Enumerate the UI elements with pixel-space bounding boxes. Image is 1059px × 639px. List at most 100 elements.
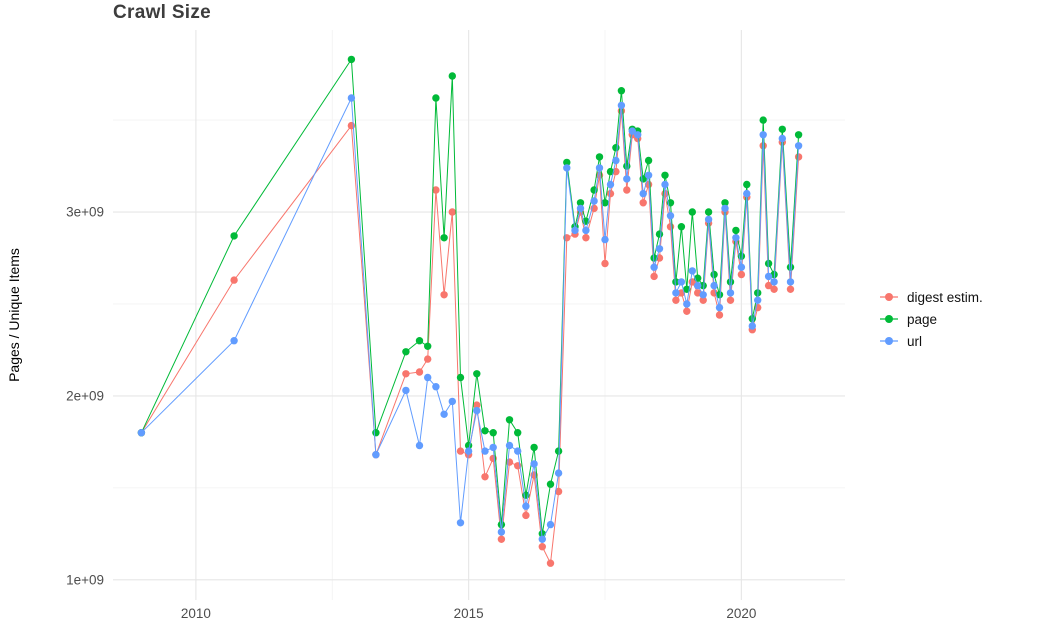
data-point-url — [699, 291, 707, 299]
data-point-digest — [481, 473, 489, 481]
data-point-page — [661, 171, 669, 179]
data-point-digest — [666, 223, 675, 231]
data-point-page — [606, 167, 615, 176]
data-point-digest — [672, 296, 680, 304]
data-point-page — [489, 429, 497, 437]
data-point-page — [617, 87, 626, 95]
data-point-page — [473, 370, 481, 378]
data-point-page — [497, 520, 506, 529]
series-line-digest — [140, 110, 800, 565]
data-point-url — [743, 189, 751, 198]
data-point-page — [372, 429, 380, 437]
data-point-digest — [715, 311, 724, 319]
legend-marker-page-icon — [880, 315, 898, 323]
data-point-url — [576, 204, 585, 213]
data-point-digest — [726, 296, 735, 304]
data-point-page — [655, 230, 664, 238]
y-tick-label: 3e+09 — [66, 205, 104, 220]
data-point-url — [554, 469, 563, 477]
chart-title: Crawl Size — [113, 2, 212, 23]
data-point-url — [786, 278, 795, 286]
data-point-page — [230, 232, 238, 240]
data-point-digest — [347, 121, 356, 130]
data-point-url — [770, 278, 778, 286]
data-point-digest — [415, 368, 424, 376]
data-point-url — [715, 303, 724, 312]
data-point-url — [522, 502, 530, 510]
data-point-page — [623, 162, 631, 170]
data-point-page — [576, 199, 585, 207]
legend-label-page: page — [907, 311, 938, 327]
data-point-digest — [522, 511, 530, 520]
data-point-url — [655, 245, 664, 253]
data-point-url — [764, 272, 773, 281]
data-point-page — [688, 208, 696, 216]
data-point-digest — [699, 296, 707, 304]
data-point-page — [794, 131, 803, 139]
data-point-digest — [650, 272, 658, 281]
data-point-page — [721, 199, 729, 207]
data-point-page — [402, 348, 410, 356]
series-line-url — [141, 96, 800, 541]
legend-item-url: url — [878, 333, 983, 349]
data-point-page — [530, 443, 538, 452]
data-point-url — [688, 267, 696, 275]
data-point-url — [530, 460, 538, 468]
data-point-url — [473, 406, 481, 415]
data-point-page — [677, 223, 686, 231]
data-point-page — [440, 234, 448, 242]
data-point-url — [639, 189, 647, 198]
y-tick-label: 2e+09 — [66, 388, 104, 403]
data-point-page — [415, 337, 424, 345]
data-point-url — [601, 235, 609, 244]
data-point-url — [464, 447, 473, 455]
legend-key-point-url — [885, 337, 893, 345]
data-point-url — [650, 263, 658, 271]
data-point-digest — [601, 259, 609, 268]
data-point-url — [489, 443, 497, 452]
data-point-page — [514, 429, 522, 437]
data-point-page — [612, 144, 620, 152]
data-point-digest — [473, 401, 481, 409]
data-point-url — [732, 234, 740, 242]
data-point-url — [612, 156, 620, 165]
data-point-url — [628, 127, 636, 135]
data-point-url — [634, 131, 642, 139]
data-point-digest — [440, 291, 448, 299]
data-point-digest — [639, 199, 647, 207]
data-point-url — [595, 164, 604, 172]
data-point-page — [726, 278, 735, 286]
x-tick-label: 2015 — [454, 606, 484, 621]
x-tick-label: 2010 — [181, 606, 211, 621]
x-tick-label: 2020 — [726, 606, 756, 621]
data-point-page — [710, 270, 718, 279]
data-point-page — [424, 342, 432, 350]
data-point-url — [606, 180, 615, 189]
legend-marker-digest-icon — [880, 293, 898, 301]
data-point-page — [563, 158, 571, 167]
data-point-url — [582, 226, 590, 235]
y-tick-label: 1e+09 — [66, 572, 104, 587]
data-point-url — [721, 204, 729, 213]
data-point-page — [448, 72, 456, 80]
legend-label-digest: digest estim. — [907, 289, 983, 305]
data-point-page — [672, 278, 680, 286]
data-point-url — [726, 289, 735, 297]
legend-label-url: url — [907, 333, 923, 349]
data-point-url — [546, 520, 555, 529]
data-point-url — [661, 180, 669, 189]
data-point-digest — [786, 285, 795, 293]
data-point-url — [794, 142, 803, 150]
data-point-digest — [554, 487, 563, 496]
data-point-digest — [764, 281, 773, 290]
data-point-url — [737, 263, 746, 271]
data-point-url — [683, 300, 691, 308]
data-point-page — [786, 263, 795, 271]
data-point-url — [617, 101, 626, 110]
data-point-page — [601, 199, 609, 207]
data-point-page — [432, 94, 440, 102]
legend-marker-url-icon — [880, 337, 898, 345]
data-point-url — [778, 134, 786, 143]
data-point-url — [415, 441, 424, 450]
